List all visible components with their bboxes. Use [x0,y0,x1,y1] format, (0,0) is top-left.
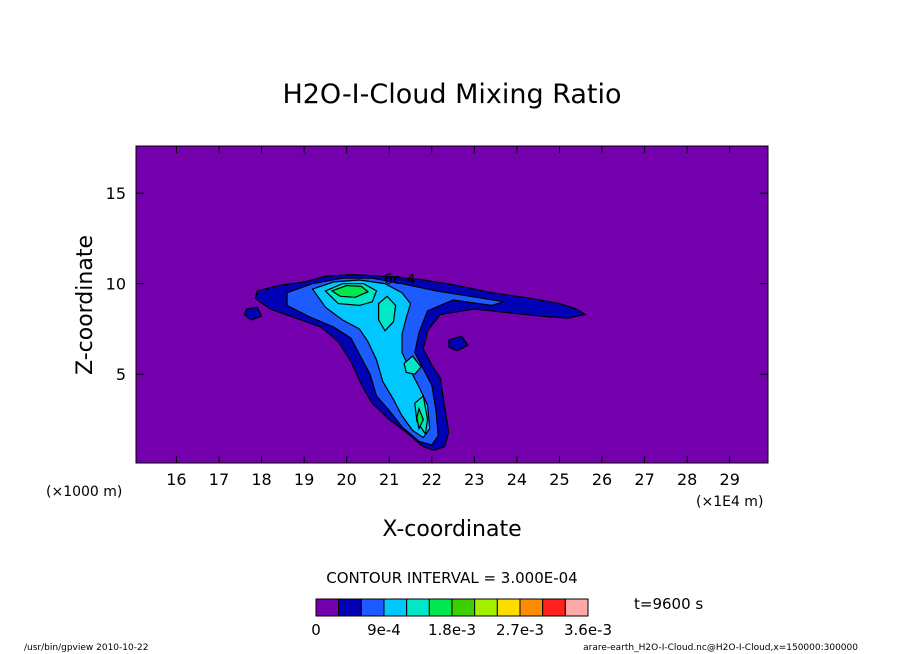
x-tick-label: 27 [634,470,654,489]
y-tick-label: 10 [106,275,126,294]
footer-right: arare-earth_H2O-I-Cloud.nc@H2O-I-Cloud,x… [583,643,858,653]
colorbar-cell [383,598,408,617]
x-tick-label: 26 [592,470,612,489]
contour-interval-text: CONTOUR INTERVAL = 3.000E-04 [326,569,577,587]
contour-label: 6e-4 [384,272,416,288]
contour-regions [243,273,587,451]
colorbar-cell [496,598,521,617]
colorbar-tick-label: 0 [311,621,321,639]
y-tick-label: 5 [116,365,126,384]
x-tick-label: 21 [379,470,399,489]
contour-region-9 [330,284,370,298]
x-tick-label: 23 [464,470,484,489]
colorbar [315,598,589,617]
colorbar-cell [451,598,476,617]
y-axis-ticks: 5 10 15 [106,184,768,384]
x-tick-label: 29 [720,470,740,489]
x-tick-label: 18 [251,470,271,489]
contour-region-4 [311,279,431,439]
x-unit-left: (×1000 m) [46,484,122,500]
x-tick-label: 28 [677,470,697,489]
x-tick-label: 25 [549,470,569,489]
contour-region-7 [403,355,422,375]
colorbar-cell [564,598,589,617]
contour-region-1 [243,306,263,321]
y-tick-label: 15 [106,184,126,203]
colorbar-cell [474,598,498,617]
time-text: t=9600 s [634,595,703,613]
colorbar-cell [360,598,385,617]
x-unit-right: (×1E4 m) [696,494,763,510]
contour-region-2 [448,335,469,352]
x-tick-label: 24 [507,470,527,489]
colorbar-tick-labels: 0 9e-4 1.8e-3 2.7e-3 3.6e-3 [311,621,612,639]
colorbar-tick-label: 9e-4 [367,621,401,639]
x-tick-label: 22 [422,470,442,489]
colorbar-cell [542,598,566,617]
colorbar-cell [338,598,362,617]
y-axis-label: Z-coordinate [73,235,98,375]
colorbar-cell [428,598,453,617]
colorbar-tick-label: 3.6e-3 [564,621,612,639]
x-tick-label: 17 [209,470,229,489]
x-tick-label: 19 [294,470,314,489]
colorbar-tick-label: 2.7e-3 [496,621,544,639]
colorbar-cell [315,598,340,617]
chart-title: H2O-I-Cloud Mixing Ratio [282,79,621,110]
contour-region-10 [416,406,424,431]
x-tick-label: 20 [336,470,356,489]
x-tick-label: 16 [166,470,186,489]
x-axis-ticks: 16 17 18 19 20 21 22 23 24 25 26 27 28 29 [166,146,740,489]
colorbar-cell [519,598,544,617]
x-axis-label: X-coordinate [382,517,521,542]
colorbar-tick-label: 1.8e-3 [428,621,476,639]
contour-region-6 [378,295,397,332]
footer-left: /usr/bin/gpview 2010-10-22 [24,643,148,653]
colorbar-cell [406,598,430,617]
plot-frame [135,145,769,464]
